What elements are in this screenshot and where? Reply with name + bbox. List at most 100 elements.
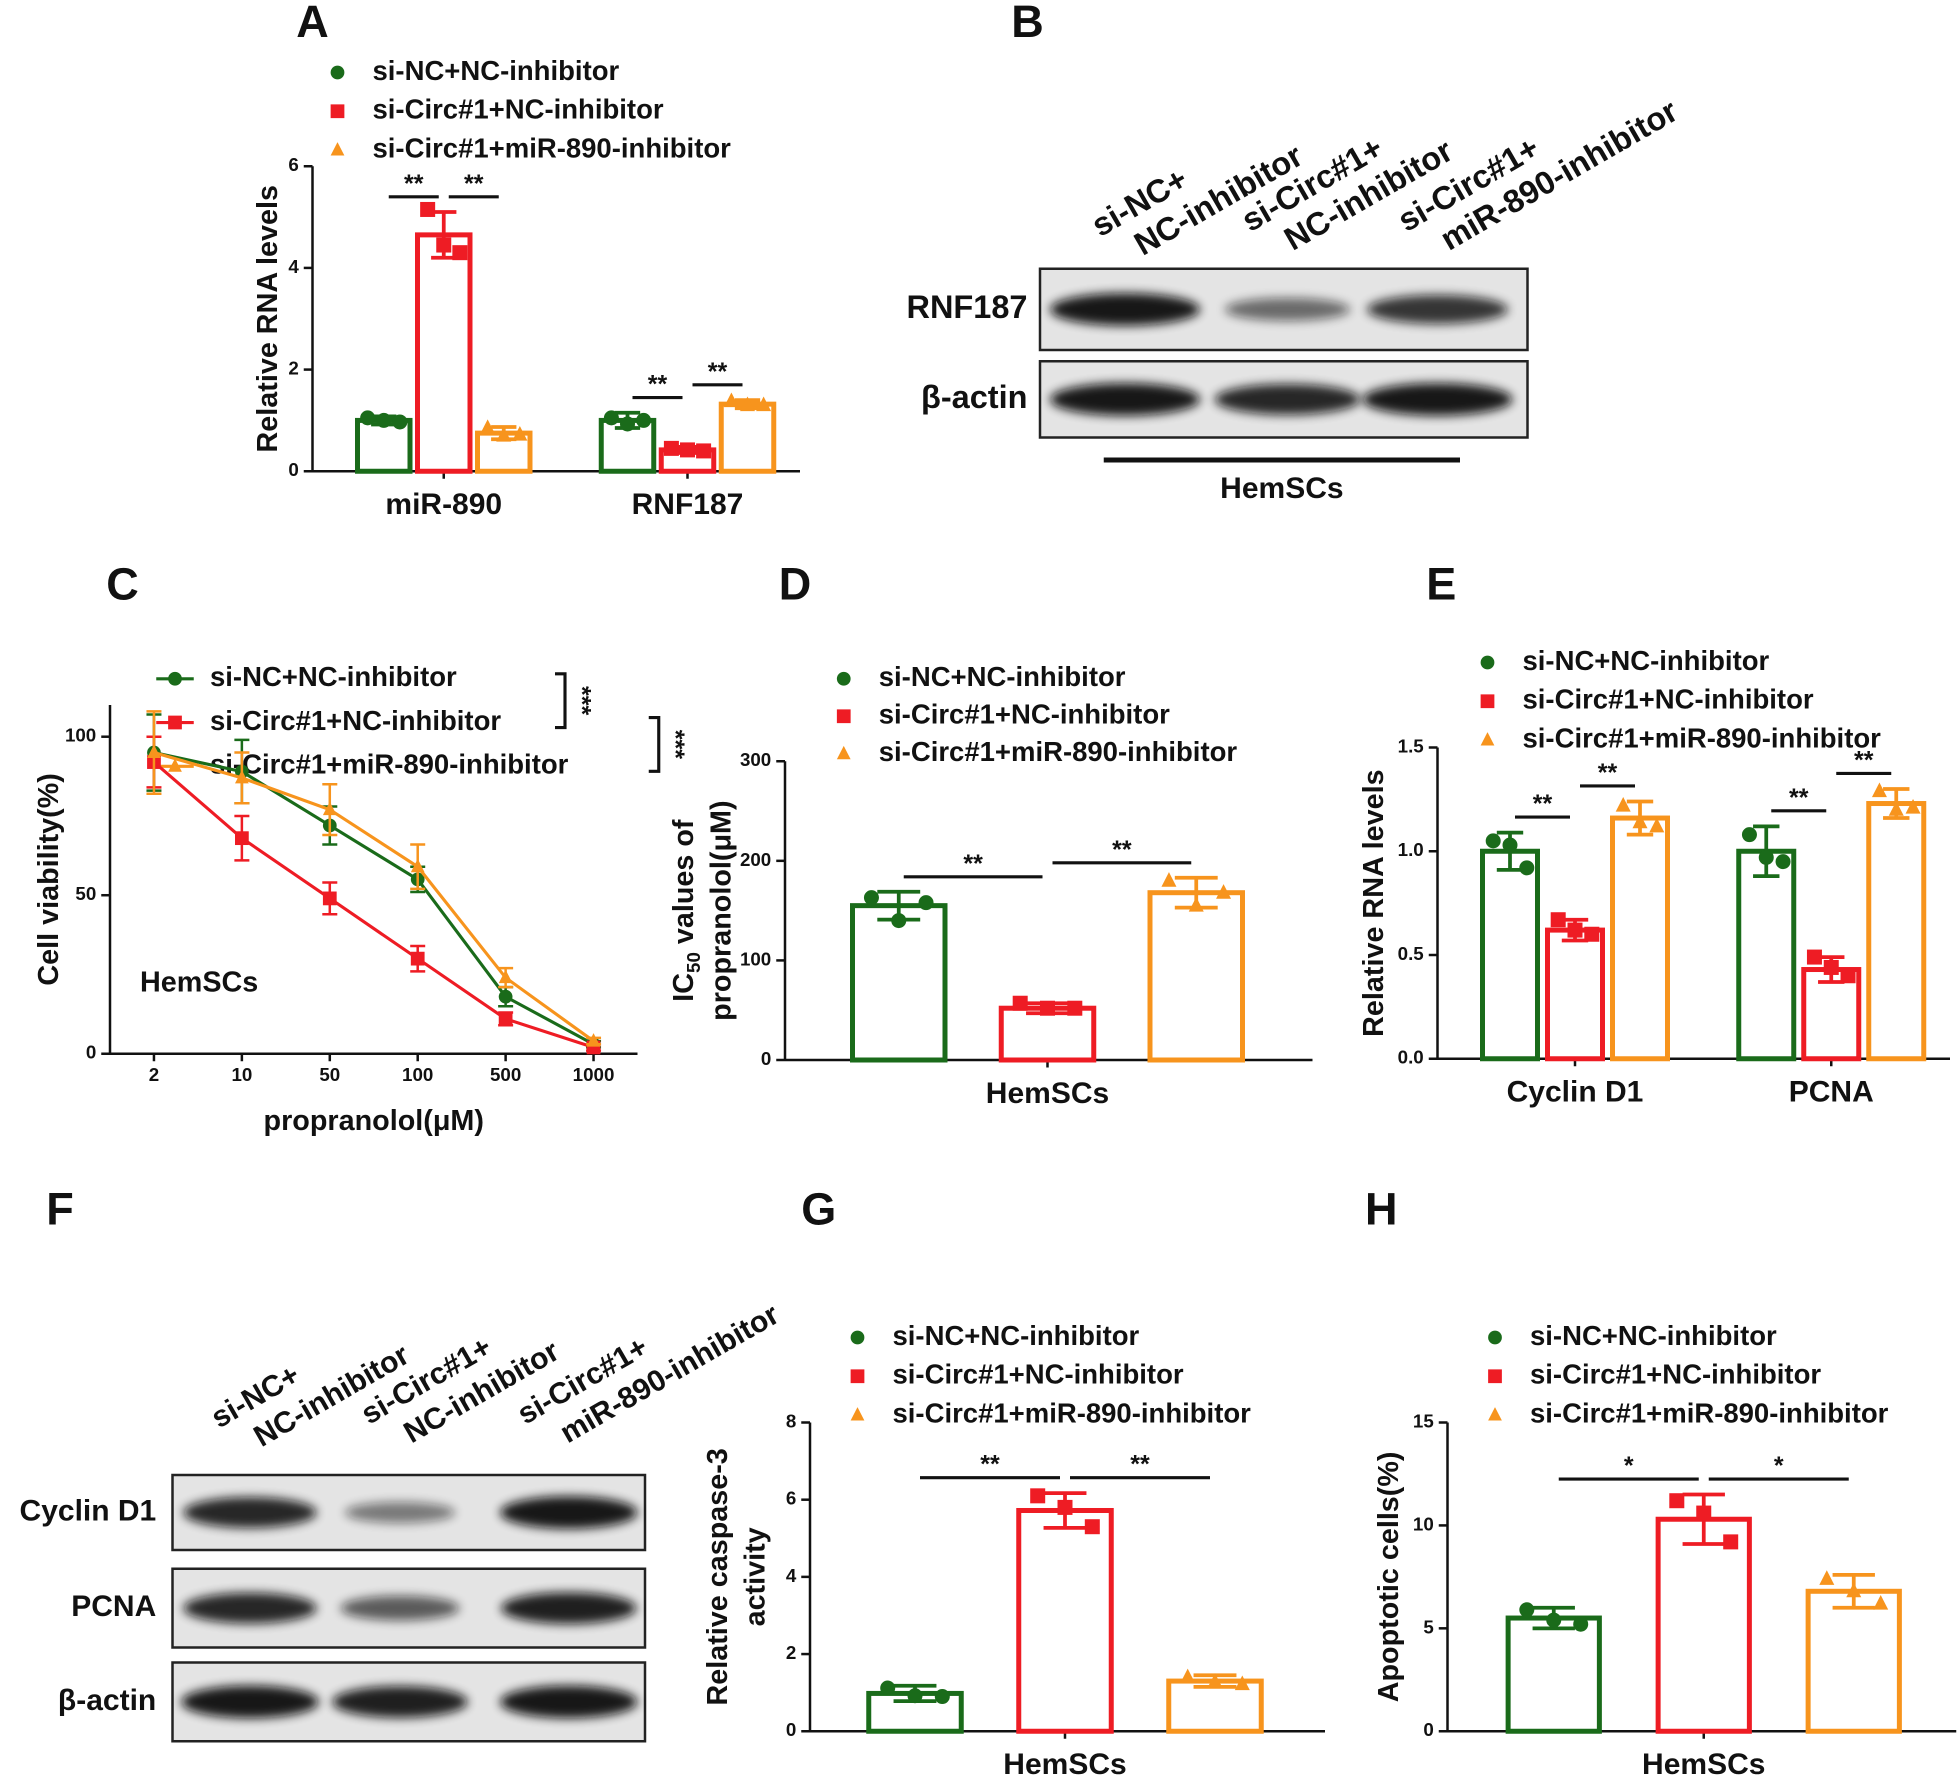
x-tick-label: 50 <box>319 1064 340 1085</box>
panel-label: C <box>106 558 139 609</box>
marker <box>1584 926 1600 942</box>
marker <box>636 412 652 428</box>
x-tick-label: miR-890 <box>385 488 502 521</box>
blot-band <box>500 1496 638 1529</box>
y-tick-label: 5 <box>1423 1616 1433 1637</box>
x-tick-label: Cyclin D1 <box>1507 1076 1644 1109</box>
bar <box>1610 815 1670 1062</box>
marker <box>1207 1673 1223 1688</box>
significance-label: ** <box>1789 784 1809 812</box>
marker <box>1696 1505 1712 1521</box>
significance-label: ** <box>980 1451 1000 1479</box>
y-tick-label: 50 <box>75 883 96 904</box>
marker <box>496 427 512 442</box>
marker <box>891 913 907 929</box>
marker <box>1057 1499 1073 1515</box>
x-tick-label: HemSCs <box>986 1077 1109 1110</box>
bar <box>1505 1615 1602 1734</box>
y-tick-label: 0 <box>761 1048 771 1069</box>
y-axis-label: Relative RNA levels <box>251 185 283 452</box>
row-label: PCNA <box>71 1590 156 1623</box>
marker <box>1758 849 1774 865</box>
row-label: Cyclin D1 <box>20 1494 157 1527</box>
marker <box>1567 922 1583 938</box>
y-axis-label: activity <box>739 1527 771 1626</box>
marker <box>907 1688 923 1704</box>
blot-band <box>1050 383 1200 416</box>
marker <box>330 142 345 156</box>
marker <box>1615 796 1631 812</box>
y-tick-label: 6 <box>288 154 298 175</box>
bar <box>1545 927 1605 1062</box>
row-label: RNF187 <box>906 289 1027 325</box>
y-tick-label: 2 <box>786 1642 796 1663</box>
marker <box>436 237 452 253</box>
y-tick-label: 1.0 <box>1398 839 1424 860</box>
y-axis-label-part: values of <box>668 819 700 952</box>
marker <box>850 1369 865 1384</box>
blot-band <box>1367 294 1508 324</box>
blot-band <box>1224 297 1351 321</box>
marker <box>1775 854 1791 870</box>
y-axis-label-part: propranolol(μM) <box>705 800 737 1020</box>
bar <box>718 401 777 474</box>
marker <box>452 245 468 261</box>
x-tick-label: HemSCs <box>1003 1748 1126 1775</box>
legend-label: si-Circ#1+miR-890-inhibitor <box>879 736 1238 767</box>
bar <box>1805 1588 1902 1734</box>
marker <box>1188 897 1204 912</box>
y-tick-label: 0 <box>86 1042 96 1063</box>
bar <box>1147 890 1245 1063</box>
legend-label: si-Circ#1+miR-890-inhibitor <box>1523 722 1882 753</box>
marker <box>168 671 182 686</box>
marker <box>498 989 513 1004</box>
marker <box>850 1407 865 1421</box>
marker <box>1480 694 1495 709</box>
y-tick-label: 300 <box>740 749 771 770</box>
x-tick-label: PCNA <box>1789 1076 1874 1109</box>
marker <box>1519 860 1535 876</box>
y-tick-label: 4 <box>288 256 299 277</box>
y-tick-label: 100 <box>740 948 771 969</box>
legend-label: si-Circ#1+NC-inhibitor <box>373 94 664 125</box>
marker <box>168 758 182 772</box>
significance-bracket <box>648 715 661 773</box>
marker <box>1084 1519 1100 1535</box>
y-axis-label-part: Apoptotic cells(%) <box>1373 1451 1405 1702</box>
marker <box>620 416 635 432</box>
marker <box>1161 872 1177 887</box>
x-tick-label: 500 <box>490 1064 521 1085</box>
marker <box>1741 827 1757 843</box>
y-tick-label: 15 <box>1413 1410 1434 1431</box>
y-tick-label: 0 <box>288 459 298 480</box>
significance-label: * <box>1774 1452 1784 1480</box>
marker <box>480 419 496 435</box>
marker <box>1823 959 1839 975</box>
marker <box>1480 655 1495 670</box>
marker <box>836 745 851 760</box>
legend-label: si-Circ#1+NC-inhibitor <box>879 699 1170 730</box>
marker <box>1234 1675 1250 1691</box>
panel-label: E <box>1426 558 1456 609</box>
blot-band <box>183 1497 317 1528</box>
footer-label: HemSCs <box>1220 472 1343 505</box>
blot-band <box>1214 384 1361 415</box>
panel-label: A <box>296 0 329 47</box>
bar <box>1016 1507 1114 1734</box>
marker <box>850 1330 865 1345</box>
marker <box>330 104 345 119</box>
panel-label: H <box>1365 1183 1398 1234</box>
x-tick-label: 1000 <box>573 1064 615 1085</box>
marker <box>680 442 695 458</box>
marker <box>1873 1595 1889 1610</box>
marker <box>498 969 513 984</box>
marker <box>1480 732 1495 746</box>
legend-label: si-Circ#1+NC-inhibitor <box>1523 684 1814 715</box>
bar <box>1866 801 1927 1062</box>
marker <box>934 1689 950 1705</box>
marker <box>1573 1616 1589 1632</box>
row-label: β-actin <box>921 379 1028 415</box>
marker <box>1649 817 1665 833</box>
legend-label: si-Circ#1+miR-890-inhibitor <box>373 132 732 163</box>
